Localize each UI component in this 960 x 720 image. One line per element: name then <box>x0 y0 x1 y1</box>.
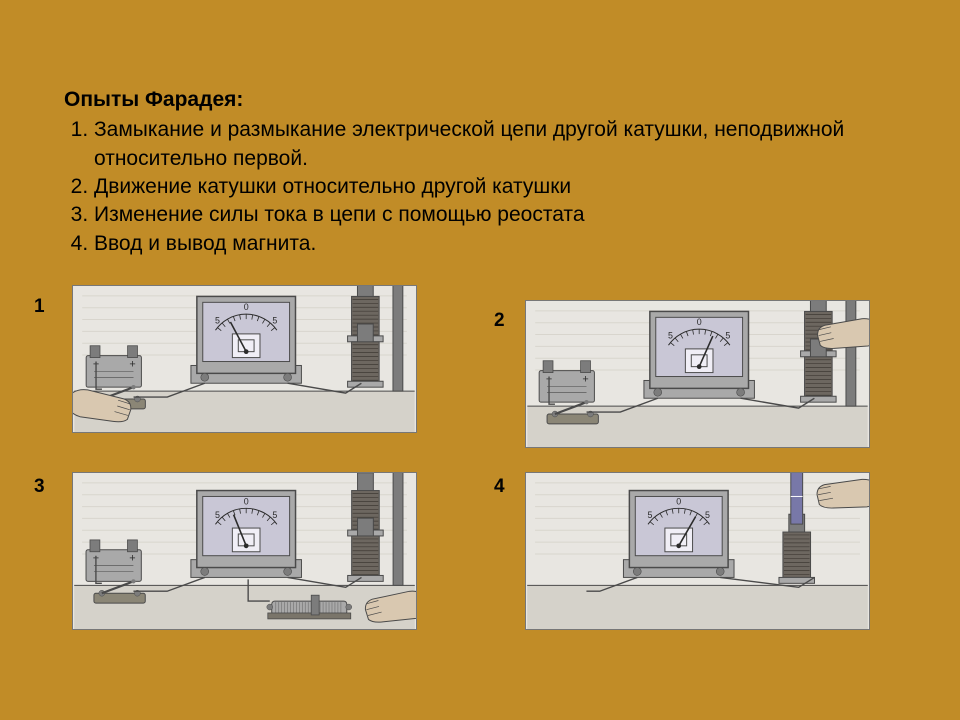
list-item: Изменение силы тока в цепи с помощью рео… <box>94 201 894 229</box>
svg-text:0: 0 <box>244 302 249 312</box>
svg-text:5: 5 <box>215 316 220 326</box>
svg-text:5: 5 <box>272 510 277 520</box>
figure-2: 505−+ <box>525 300 870 448</box>
svg-text:5: 5 <box>705 510 710 520</box>
svg-text:5: 5 <box>725 331 730 341</box>
experiment-list: Замыкание и размыкание электрической цеп… <box>64 116 894 258</box>
figure-4: 5 0 5 <box>525 472 870 630</box>
list-item: Движение катушки относительно другой кат… <box>94 173 894 201</box>
svg-text:+: + <box>129 553 135 565</box>
svg-text:5: 5 <box>668 331 673 341</box>
svg-text:0: 0 <box>244 496 249 506</box>
title: Опыты Фарадея: <box>64 86 894 114</box>
svg-text:5: 5 <box>215 510 220 520</box>
figure-label-3: 3 <box>34 476 45 498</box>
svg-text:+: + <box>582 373 588 385</box>
text-block: Опыты Фарадея: Замыкание и размыкание эл… <box>64 86 894 258</box>
list-item: Замыкание и размыкание электрической цеп… <box>94 116 894 173</box>
svg-text:0: 0 <box>697 317 702 327</box>
figure-label-2: 2 <box>494 310 505 332</box>
svg-text:5: 5 <box>272 316 277 326</box>
figure-1: 505−+ <box>72 285 417 433</box>
svg-text:+: + <box>129 358 135 370</box>
figure-label-4: 4 <box>494 476 505 498</box>
figure-3: 505−+ <box>72 472 417 630</box>
svg-text:5: 5 <box>648 510 653 520</box>
list-item: Ввод и вывод магнита. <box>94 230 894 258</box>
svg-text:0: 0 <box>676 496 681 506</box>
figure-label-1: 1 <box>34 296 45 318</box>
slide: Опыты Фарадея: Замыкание и размыкание эл… <box>0 0 960 720</box>
